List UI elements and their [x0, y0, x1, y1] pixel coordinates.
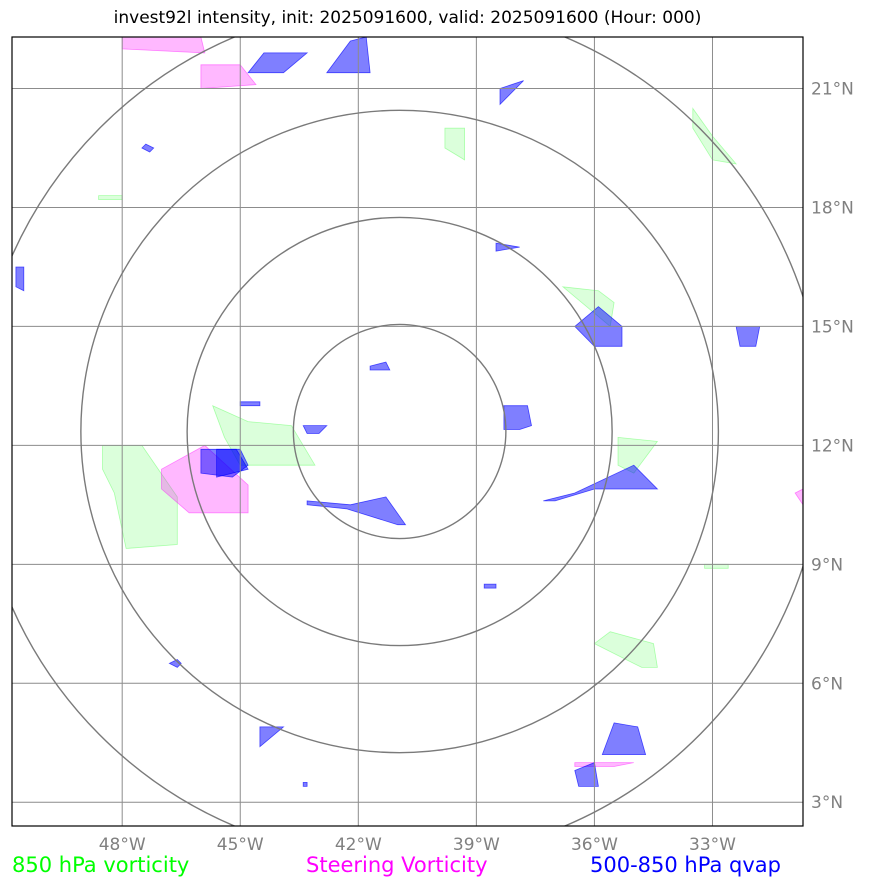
- range-ring: [292, 323, 507, 540]
- contour-patch: [601, 722, 647, 755]
- lat-tick-label: 18°N: [811, 198, 854, 218]
- lat-tick-label: 9°N: [811, 555, 843, 575]
- contour-patch: [369, 361, 391, 371]
- contour-patch: [302, 425, 328, 434]
- field-layer-1: [121, 37, 803, 767]
- contour-patch: [306, 496, 407, 526]
- contour-patch: [259, 726, 285, 748]
- contour-patch: [247, 52, 309, 74]
- contour-patch: [239, 401, 261, 407]
- range-ring: [80, 109, 720, 754]
- lon-tick-label: 48°W: [99, 835, 146, 855]
- lat-tick-label: 15°N: [811, 317, 854, 337]
- lon-tick-label: 39°W: [453, 835, 500, 855]
- lon-tick-label: 42°W: [335, 835, 382, 855]
- contour-patch: [200, 64, 257, 89]
- gridlines: [12, 37, 803, 826]
- contour-patch: [503, 405, 532, 430]
- lat-tick-label: 3°N: [811, 793, 843, 813]
- range-ring: [186, 216, 613, 647]
- lon-tick-label: 36°W: [571, 835, 618, 855]
- lat-tick-label: 6°N: [811, 674, 843, 694]
- contour-patch: [444, 127, 466, 161]
- latitude-tick-labels: 3°N 6°N 9°N 12°N 15°N 18°N 21°N: [811, 80, 854, 814]
- contour-patch: [574, 762, 599, 787]
- contour-patch: [499, 80, 524, 106]
- plot-frame: [11, 36, 804, 827]
- contour-patch: [302, 782, 308, 787]
- contour-patch: [794, 488, 803, 506]
- chart-title: invest92l intensity, init: 2025091600, v…: [113, 8, 702, 28]
- legend-qvap: 500-850 hPa qvap: [590, 853, 781, 877]
- contour-patch: [326, 37, 371, 74]
- contour-patch: [102, 444, 178, 549]
- contour-patch: [692, 107, 738, 165]
- contour-patch: [704, 563, 729, 569]
- plot-background: [12, 37, 803, 826]
- contour-patch: [98, 195, 123, 201]
- longitude-tick-labels: 48°W 45°W 42°W 39°W 36°W 33°W: [99, 835, 736, 855]
- legend-850-vorticity: 850 hPa vorticity: [12, 853, 190, 877]
- contour-patch: [15, 266, 25, 292]
- lon-tick-label: 33°W: [689, 835, 736, 855]
- legend-steering-vorticity: Steering Vorticity: [306, 853, 488, 877]
- contour-patch: [543, 464, 659, 502]
- range-rings: [12, 37, 803, 826]
- contour-patch: [483, 583, 497, 589]
- lon-tick-label: 45°W: [217, 835, 264, 855]
- contour-patch: [735, 325, 761, 347]
- lat-tick-label: 21°N: [811, 80, 854, 100]
- contour-patch: [168, 659, 182, 668]
- contour-patch: [141, 143, 155, 153]
- lat-tick-label: 12°N: [811, 436, 854, 456]
- contour-patch: [161, 444, 249, 514]
